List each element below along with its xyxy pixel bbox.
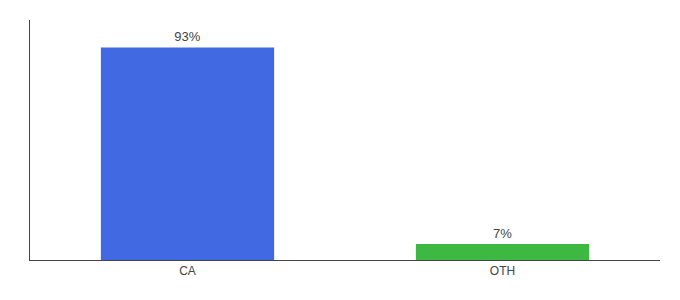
svg-text:93%: 93% [174,29,200,44]
svg-text:CA: CA [179,264,196,278]
svg-text:OTH: OTH [490,264,515,278]
svg-text:7%: 7% [493,226,512,241]
